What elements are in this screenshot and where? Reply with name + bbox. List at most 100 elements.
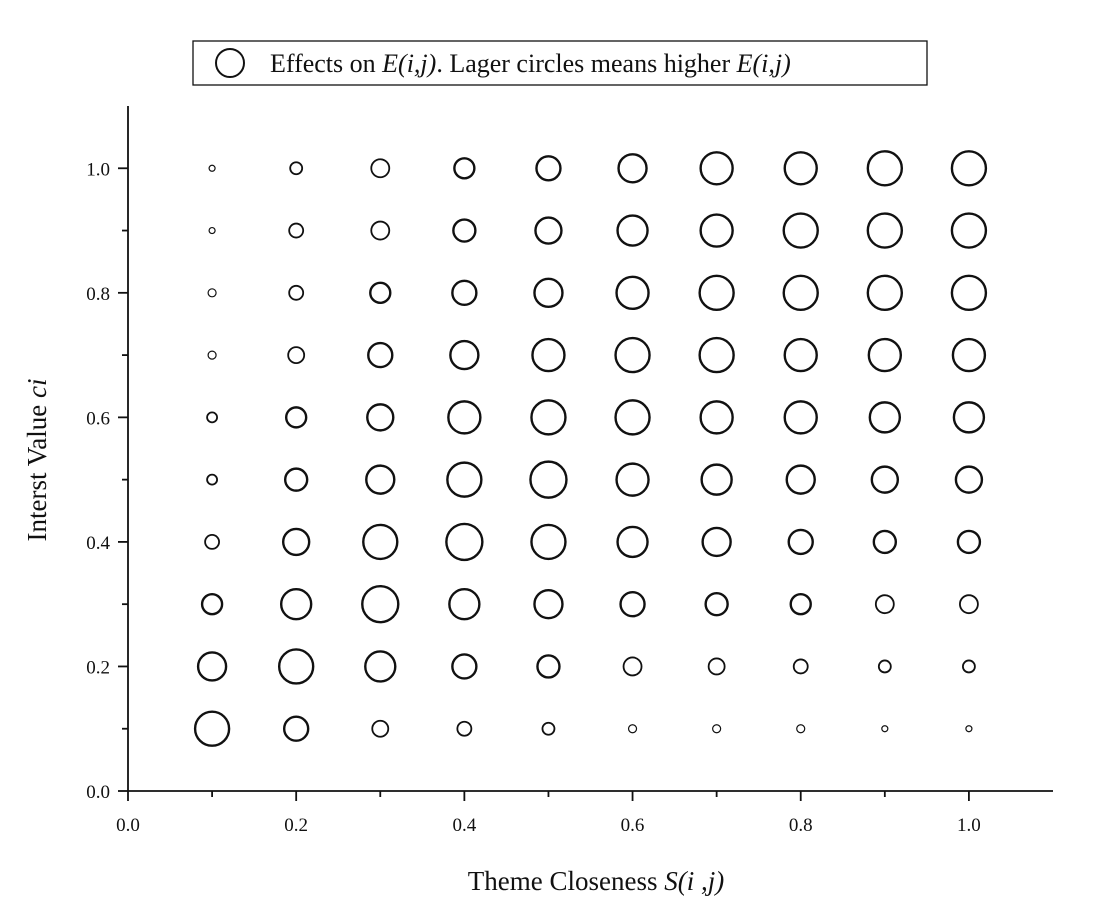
bubble-point bbox=[789, 592, 812, 616]
bubble-point bbox=[615, 275, 650, 311]
bubble-point bbox=[279, 587, 313, 621]
bubble-point bbox=[445, 522, 484, 562]
bubble-point bbox=[196, 651, 228, 682]
bubble-point bbox=[369, 281, 392, 305]
bubble-point bbox=[370, 158, 391, 179]
y-tick-label: 1.0 bbox=[86, 159, 110, 180]
bubble-point bbox=[792, 658, 809, 675]
bubble-point bbox=[367, 341, 394, 369]
bubble-point bbox=[448, 587, 481, 621]
x-tick-label: 0.4 bbox=[452, 815, 476, 836]
bubble-point bbox=[362, 523, 399, 561]
y-axis-ticks: 0.0 0.2 0.4 0.6 0.8 1.0 bbox=[86, 159, 128, 803]
bubble-point bbox=[962, 659, 976, 674]
bubble-point bbox=[622, 656, 643, 677]
bubble-point bbox=[533, 588, 564, 620]
bubble-point bbox=[704, 591, 729, 617]
bubble-point bbox=[206, 473, 218, 486]
bubble-point bbox=[456, 720, 473, 737]
bubble-point bbox=[796, 724, 806, 734]
bubble-point bbox=[614, 336, 651, 374]
bubble-point bbox=[866, 212, 904, 249]
x-tick-label: 0.8 bbox=[789, 815, 813, 836]
bubble-point bbox=[868, 401, 902, 434]
bubble-point bbox=[965, 725, 973, 733]
bubble-point bbox=[783, 151, 818, 186]
bubble-point bbox=[535, 155, 562, 182]
bubble-point bbox=[531, 337, 566, 373]
bubble-point bbox=[956, 529, 982, 555]
bubble-point bbox=[872, 529, 898, 555]
bubble-point bbox=[530, 399, 567, 436]
bubble-point bbox=[208, 226, 216, 235]
bubble-point bbox=[701, 526, 732, 558]
bubble-point bbox=[453, 157, 476, 180]
bubble-point bbox=[207, 288, 217, 298]
bubble-point bbox=[370, 220, 391, 241]
axis-lines bbox=[127, 106, 1053, 792]
bubble-point bbox=[371, 719, 390, 738]
x-tick-label: 0.0 bbox=[116, 815, 140, 836]
bubble-point bbox=[200, 592, 224, 616]
bubble-point bbox=[698, 274, 735, 312]
bubble-point bbox=[699, 151, 734, 186]
bubble-point bbox=[866, 150, 904, 187]
bubble-point bbox=[193, 710, 231, 747]
bubble-point bbox=[616, 214, 649, 247]
bubble-point bbox=[277, 648, 315, 685]
bubble-point bbox=[874, 594, 895, 615]
legend: Effects on E(i,j). Lager circles means h… bbox=[192, 40, 928, 86]
bubble-point bbox=[361, 584, 400, 624]
bubble-point bbox=[288, 222, 305, 239]
bubble-point bbox=[866, 274, 904, 312]
bubble-point bbox=[615, 462, 650, 497]
bubble-point bbox=[452, 218, 477, 243]
bubble-point bbox=[699, 213, 734, 248]
bubble-point bbox=[281, 527, 311, 557]
bubble-point bbox=[877, 659, 892, 674]
bubble-point bbox=[451, 653, 478, 680]
bubble-point bbox=[959, 594, 979, 615]
legend-marker-icon bbox=[215, 48, 245, 78]
bubble-point bbox=[782, 212, 819, 249]
bubble-point bbox=[446, 461, 483, 498]
bubble-point bbox=[536, 654, 561, 679]
bubble-point bbox=[952, 401, 986, 434]
bubble-point bbox=[616, 525, 649, 559]
bubble-point bbox=[282, 715, 310, 742]
bubble-point bbox=[614, 399, 651, 436]
bubble-point bbox=[451, 279, 478, 307]
bubble-point bbox=[529, 460, 568, 499]
x-tick-label: 0.2 bbox=[284, 815, 308, 836]
bubble-point bbox=[208, 164, 216, 172]
bubble-point bbox=[698, 336, 735, 374]
legend-label: Effects on E(i,j). Lager circles means h… bbox=[270, 49, 791, 78]
legend-box bbox=[192, 40, 928, 86]
bubble-point bbox=[627, 724, 638, 734]
bubble-point bbox=[785, 464, 816, 495]
bubble-point bbox=[534, 216, 563, 245]
bubbles bbox=[193, 150, 988, 747]
bubble-point bbox=[617, 153, 648, 184]
y-tick-label: 0.4 bbox=[86, 533, 110, 554]
bubble-point bbox=[364, 650, 397, 683]
bubble-point bbox=[287, 346, 306, 364]
bubble-point bbox=[707, 657, 726, 676]
x-tick-label: 1.0 bbox=[957, 815, 981, 836]
bubble-point bbox=[950, 150, 988, 187]
bubble-point bbox=[951, 337, 987, 373]
bubble-point bbox=[783, 337, 818, 373]
y-tick-label: 0.0 bbox=[86, 782, 110, 803]
bubble-point bbox=[950, 274, 988, 312]
bubble-point bbox=[782, 274, 819, 312]
y-tick-label: 0.2 bbox=[86, 657, 110, 678]
x-axis-ticks: 0.0 0.2 0.4 0.6 0.8 1.0 bbox=[116, 791, 981, 836]
bubble-point bbox=[204, 534, 220, 550]
bubble-point bbox=[954, 465, 984, 494]
y-axis-label: Interst Value ci bbox=[22, 379, 52, 542]
bubble-point bbox=[699, 400, 734, 435]
bubble-point bbox=[712, 724, 722, 734]
bubble-point bbox=[206, 411, 218, 424]
bubble-point bbox=[619, 590, 646, 618]
bubble-point bbox=[870, 465, 900, 494]
